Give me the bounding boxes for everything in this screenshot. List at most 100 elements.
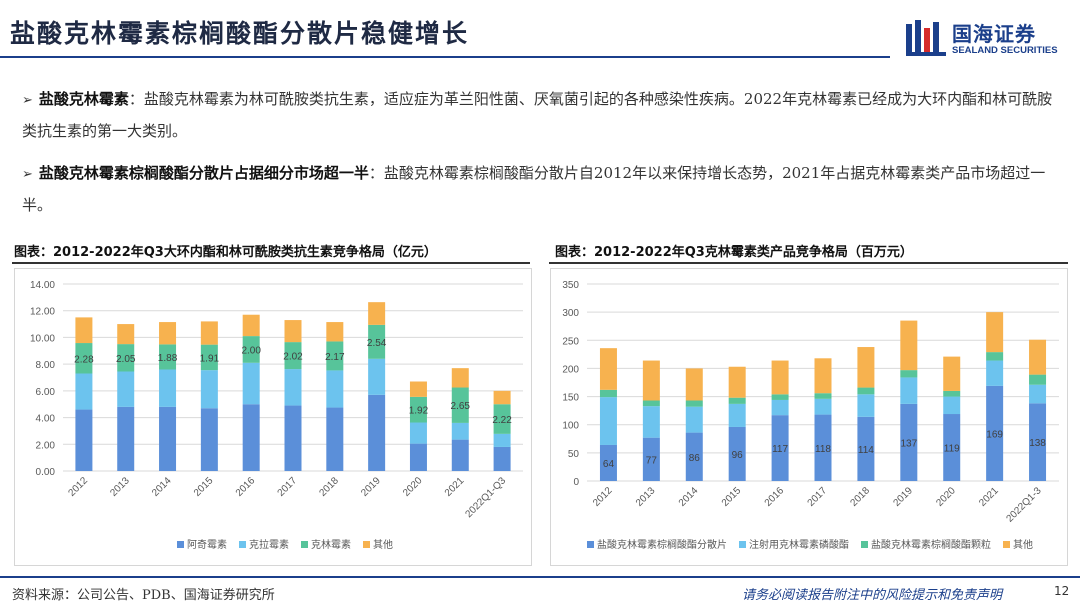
y-tick-label: 2.00 — [36, 440, 56, 451]
x-tick-label: 2022Q1-Q3 — [463, 475, 508, 520]
bar-segment — [599, 397, 617, 445]
data-label: 2.28 — [74, 354, 94, 365]
data-label: 2.65 — [451, 401, 471, 412]
bar-segment — [857, 347, 875, 388]
bar-segment — [284, 369, 302, 406]
bar-segment — [771, 394, 789, 400]
bar-segment — [368, 358, 386, 395]
bullet-heading: 盐酸克林霉素棕榈酸酯分散片占据细分市场超一半 — [38, 164, 369, 182]
bar-segment — [409, 381, 427, 397]
bar-segment — [409, 443, 427, 471]
y-tick-label: 14.00 — [30, 280, 55, 291]
bar-segment — [200, 370, 218, 409]
bar-segment — [200, 408, 218, 471]
logo-name-cn: 国海证券 — [952, 22, 1036, 46]
bar-segment — [75, 373, 93, 410]
bar-segment — [75, 409, 93, 471]
x-tick-label: 2015 — [720, 485, 744, 509]
bar-segment — [857, 387, 875, 395]
chart-clindamycin-products: 0 50 100 150 200 250 300 350 64 2012 77 2013 86 2014 9… — [550, 268, 1068, 566]
y-tick-label: 300 — [562, 308, 579, 319]
data-label: 77 — [646, 455, 658, 466]
x-tick-label: 2014 — [150, 475, 174, 499]
bar-segment — [368, 324, 386, 359]
bar-segment — [200, 344, 218, 371]
bar-segment — [451, 368, 469, 388]
bar-segment — [326, 370, 344, 408]
data-label: 96 — [732, 450, 744, 461]
bar-segment — [159, 322, 177, 345]
x-tick-label: 2015 — [192, 475, 216, 499]
bar-segment — [451, 422, 469, 440]
legend-label: 盐酸克林霉素棕榈酸酯颗粒 — [871, 538, 991, 551]
bar-segment — [284, 342, 302, 370]
bar-segment — [857, 394, 875, 417]
legend-label: 其他 — [373, 538, 393, 551]
bar-segment — [493, 433, 511, 447]
x-tick-label: 2012 — [67, 475, 91, 499]
bar-segment — [685, 406, 703, 433]
x-tick-label: 2014 — [677, 485, 701, 509]
chart-title-left: 图表：2012-2022年Q3大环内酯和林可酰胺类抗生素竞争格局（亿元） — [14, 245, 437, 260]
data-label: 114 — [858, 445, 874, 456]
bullet-point-1: ➢ 盐酸克林霉素：盐酸克林霉素为林可酰胺类抗生素，适应症为革兰阳性菌、厌氧菌引起的… — [22, 84, 1062, 146]
x-tick-label: 2021 — [443, 475, 467, 499]
bar-segment — [728, 397, 746, 404]
data-label: 2.17 — [325, 352, 345, 363]
data-label: 2.54 — [367, 338, 387, 349]
bar-segment — [242, 362, 260, 405]
bar-segment — [986, 312, 1004, 353]
data-label: 119 — [944, 444, 960, 455]
bar-segment — [242, 336, 260, 363]
chart-canvas: 0.00 2.00 4.00 6.00 8.00 10.00 12.00 14.00 2.28 2… — [30, 280, 523, 551]
x-tick-label: 2022Q1-3 — [1004, 485, 1044, 525]
legend-swatch — [177, 541, 184, 548]
chart-title-underline — [12, 262, 530, 264]
bar-segment — [599, 348, 617, 390]
bar-segment — [685, 368, 703, 401]
bar-segment — [728, 426, 746, 481]
data-label: 2.05 — [116, 354, 136, 365]
bullet-text: ：盐酸克林霉素棕榈酸酯分散片自2012年以来保持增长态势，2021年占据克林霉素… — [22, 164, 1046, 214]
y-tick-label: 200 — [562, 364, 579, 375]
bar-segment — [642, 360, 660, 401]
data-label: 1.88 — [158, 353, 178, 364]
footer-divider — [0, 576, 1080, 578]
arrow-bullet-icon: ➢ — [22, 167, 33, 182]
y-tick-label: 150 — [562, 393, 579, 404]
bullet-point-2: ➢ 盐酸克林霉素棕榈酸酯分散片占据细分市场超一半：盐酸克林霉素棕榈酸酯分散片自20… — [22, 158, 1062, 220]
data-label: 138 — [1029, 438, 1046, 449]
bar-segment — [326, 341, 344, 371]
bar-segment — [493, 404, 511, 434]
y-tick-label: 100 — [562, 421, 579, 432]
bar-segment — [857, 416, 875, 481]
chart-canvas: 0 50 100 150 200 250 300 350 64 2012 77 2013 86 2014 9… — [562, 280, 1059, 551]
x-tick-label: 2018 — [317, 475, 341, 499]
legend-label: 克拉霉素 — [249, 538, 289, 551]
logo-name-en: SEALAND SECURITIES — [952, 45, 1058, 56]
y-tick-label: 8.00 — [36, 360, 56, 371]
x-tick-label: 2020 — [401, 475, 425, 499]
y-tick-label: 12.00 — [30, 307, 55, 318]
data-label: 2.22 — [492, 415, 512, 426]
disclaimer-link[interactable]: 请务必阅读报告附注中的风险提示和免责声明 — [742, 588, 1003, 603]
legend-label: 盐酸克林霉素棕榈酸酯分散片 — [597, 538, 727, 551]
x-tick-label: 2018 — [849, 485, 873, 509]
data-label: 86 — [689, 453, 701, 464]
y-tick-label: 6.00 — [36, 387, 56, 398]
bar-segment — [1029, 384, 1047, 404]
data-label: 1.92 — [409, 406, 429, 417]
bar-segment — [771, 360, 789, 395]
bar-segment — [728, 366, 746, 398]
bar-segment — [493, 446, 511, 471]
bar-segment — [75, 317, 93, 344]
bar-segment — [1029, 339, 1047, 375]
bar-segment — [900, 377, 918, 404]
y-tick-label: 4.00 — [36, 414, 56, 425]
bullet-text: ：盐酸克林霉素为林可酰胺类抗生素，适应症为革兰阳性菌、厌氧菌引起的各种感染性疾病… — [22, 90, 1053, 140]
bar-segment — [599, 444, 617, 481]
legend-label: 注射用克林霉素磷酸酯 — [749, 538, 849, 551]
bar-segment — [242, 314, 260, 337]
data-label: 2.02 — [283, 352, 303, 363]
bar-segment — [685, 400, 703, 407]
